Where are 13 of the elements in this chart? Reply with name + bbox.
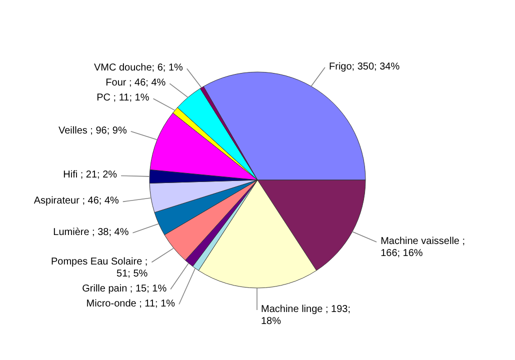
slice-label: Four ; 46; 4% — [106, 78, 166, 89]
slice-label: Lumière ; 38; 4% — [53, 226, 129, 238]
slice-label: Hifi ; 21; 2% — [63, 170, 118, 181]
slice-label: Micro-onde ; 11; 1% — [86, 298, 176, 310]
slice-label: Machine linge ; 193; 18% — [261, 304, 351, 327]
slice-label: Machine vaisselle ; 166; 16% — [380, 236, 466, 259]
slice-label: Frigo; 350; 34% — [329, 61, 400, 72]
slice-label: Veilles ; 96; 9% — [58, 125, 127, 136]
slice-label: Aspirateur ; 46; 4% — [34, 196, 120, 207]
slice-label: Grille pain ; 15; 1% — [82, 283, 167, 294]
slice-label: PC ; 11; 1% — [96, 92, 150, 104]
slice-label: Pompes Eau Solaire ; 51; 5% — [50, 256, 148, 280]
slice-label: VMC douche; 6; 1% — [94, 62, 184, 74]
